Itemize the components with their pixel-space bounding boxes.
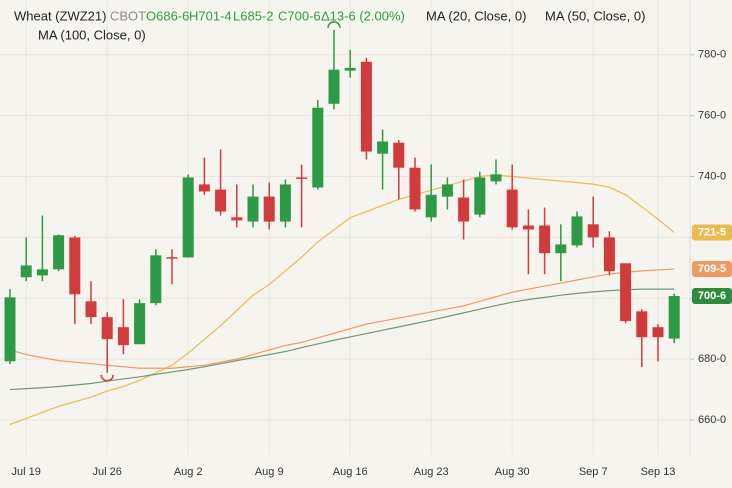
candle-body — [101, 317, 113, 340]
candle-body — [263, 196, 275, 222]
candle-body — [620, 263, 632, 322]
chart-title: Wheat (ZWZ21) — [14, 8, 106, 23]
ma-line — [9, 174, 675, 426]
low-marker — [100, 374, 114, 382]
candle-body — [636, 311, 648, 338]
ohlc-value: O686-6 — [146, 8, 189, 23]
candle-body — [85, 301, 97, 318]
legend-entry: MA (100, Close, 0) — [38, 27, 146, 42]
candle-body — [506, 189, 518, 228]
candle-body — [344, 67, 356, 71]
y-tick-label: 740-0 — [698, 170, 726, 182]
x-tick-label: Jul 26 — [93, 466, 122, 478]
ohlc-value: C700-6 — [278, 8, 321, 23]
high-marker — [327, 21, 341, 28]
candle-body — [312, 107, 324, 188]
candle-body — [652, 327, 664, 338]
candle-body — [328, 69, 340, 104]
candle-body — [441, 184, 453, 197]
ma-line — [9, 288, 675, 391]
candle-body — [409, 167, 421, 210]
value-box — [692, 260, 732, 277]
candle-body — [571, 216, 583, 246]
candle-body — [393, 142, 405, 168]
candle-body — [36, 269, 48, 276]
legend-entry: MA (50, Close, 0) — [545, 8, 645, 23]
candle-body — [668, 295, 680, 339]
candle-body — [425, 194, 437, 218]
ma-line — [9, 268, 675, 369]
candle-body — [360, 61, 372, 152]
header: Wheat (ZWZ21) CBOT O686-6 H701-4 L685-2 C70… — [14, 8, 645, 42]
candle-body — [522, 225, 534, 230]
y-tick-label: 680-0 — [698, 353, 726, 365]
candle-body — [587, 224, 599, 238]
candle-body — [4, 297, 16, 362]
candle-body — [279, 184, 291, 222]
candle-body — [377, 141, 389, 154]
x-tick-label: Aug 2 — [174, 466, 203, 478]
candle-body — [231, 217, 243, 221]
y-tick-label: 780-0 — [698, 49, 726, 61]
candle-body — [247, 196, 259, 222]
x-tick-label: Aug 23 — [414, 466, 449, 478]
value-box-label: 700-6 — [698, 290, 726, 302]
exchange: CBOT — [110, 8, 146, 23]
x-tick-label: Sep 13 — [641, 466, 676, 478]
candle-body — [69, 237, 81, 295]
x-tick-label: Aug 30 — [495, 466, 530, 478]
candle-body — [150, 255, 162, 304]
x-tick-label: Sep 7 — [579, 466, 608, 478]
value-box — [692, 224, 732, 241]
candle-body — [53, 235, 65, 270]
ohlc-value: L685-2 — [233, 8, 273, 23]
candle-body — [458, 197, 470, 222]
candle-body — [215, 189, 227, 212]
candle-body — [198, 184, 210, 192]
x-tick-label: Aug 16 — [333, 466, 368, 478]
candle-body — [490, 174, 502, 182]
ohlc-value: H701-4 — [189, 8, 232, 23]
candle-body — [296, 177, 308, 179]
candle-body — [182, 177, 194, 258]
candle-body — [20, 265, 32, 278]
legend-entry: MA (20, Close, 0) — [426, 8, 526, 23]
candle-body — [603, 237, 615, 272]
candle-body — [555, 244, 567, 254]
candles — [4, 21, 680, 382]
candle-body — [134, 303, 146, 345]
ohlc-value: Δ13-6 (2.00%) — [321, 8, 405, 23]
candle-body — [117, 327, 129, 346]
value-box-label: 721-5 — [698, 226, 726, 238]
value-box — [692, 287, 732, 304]
value-box-label: 709-5 — [698, 263, 726, 275]
candle-body — [166, 257, 178, 259]
x-tick-label: Jul 19 — [12, 466, 41, 478]
candle-body — [539, 225, 551, 254]
x-tick-label: Aug 9 — [255, 466, 284, 478]
y-tick-label: 760-0 — [698, 110, 726, 122]
candle-body — [474, 177, 486, 215]
y-tick-label: 660-0 — [698, 414, 726, 426]
ma-lines — [9, 174, 675, 426]
